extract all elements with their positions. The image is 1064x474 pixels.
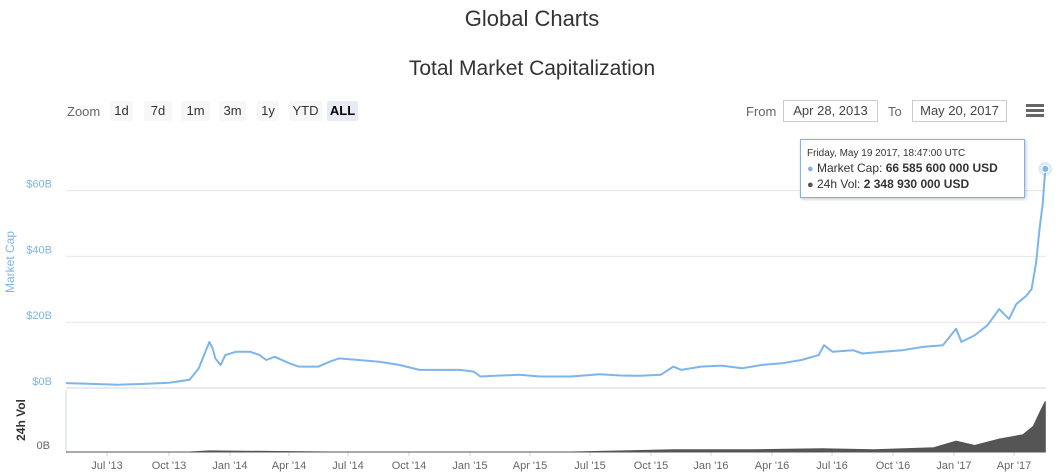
x-tick-label: Jan '15 (452, 460, 487, 472)
market-cap-series-line (65, 168, 1047, 386)
x-tick-label: Apr '15 (513, 460, 548, 472)
volume-series-area (66, 401, 1046, 453)
tooltip-date: Friday, May 19 2017, 18:47:00 UTC (807, 148, 966, 159)
x-tick-label: Jul '15 (574, 460, 605, 472)
x-tick-label: Oct '15 (634, 460, 669, 472)
zoom-button-ytd[interactable]: YTD (289, 101, 322, 121)
zoom-button-all[interactable]: ALL (327, 101, 358, 121)
x-tick-label: Apr '14 (272, 460, 307, 472)
y-axis-title: Market Cap (3, 231, 17, 293)
x-tick-label: Jul '14 (332, 460, 363, 472)
x-tick-label: Jul '13 (91, 460, 122, 472)
y-tick-label: $20B (26, 310, 52, 322)
y-tick-label: $0B (32, 376, 52, 388)
to-date-input[interactable]: May 20, 2017 (912, 100, 1007, 122)
market-cap-dot-icon: ● (807, 163, 814, 175)
x-tick-label: Apr '16 (755, 460, 790, 472)
zoom-button-3m[interactable]: 3m (219, 101, 246, 121)
data-tooltip: Friday, May 19 2017, 18:47:00 UTC ● Mark… (800, 139, 1025, 198)
from-label: From (746, 104, 777, 119)
zoom-button-1y[interactable]: 1y (257, 101, 279, 121)
volume-tick-label: 0B (37, 440, 50, 452)
hamburger-menu-icon[interactable] (1026, 104, 1044, 118)
tooltip-market-cap-value: 66 585 600 000 USD (885, 161, 998, 175)
y-tick-label: $40B (26, 244, 52, 256)
zoom-button-7d[interactable]: 7d (144, 101, 172, 121)
x-tick-label: Oct '13 (152, 460, 187, 472)
zoom-button-1m[interactable]: 1m (181, 101, 210, 121)
tooltip-volume-value: 2 348 930 000 USD (863, 177, 970, 191)
hover-point (1041, 164, 1050, 173)
tooltip-market-cap-label: Market Cap: (817, 161, 883, 175)
x-tick-label: Jul '16 (816, 460, 847, 472)
zoom-button-1d[interactable]: 1d (110, 101, 133, 121)
chart-title: Total Market Capitalization (408, 57, 656, 80)
x-tick-label: Apr '17 (997, 460, 1032, 472)
x-tick-label: Oct '14 (392, 460, 427, 472)
volume-axis-title: 24h Vol (14, 399, 28, 441)
page-title: Global Charts (464, 6, 600, 31)
volume-dot-icon: ● (807, 179, 814, 191)
x-tick-label: Oct '16 (876, 460, 911, 472)
tooltip-volume-label: 24h Vol: (817, 177, 861, 191)
y-tick-label: $60B (26, 179, 52, 191)
zoom-label: Zoom (67, 104, 101, 119)
from-date-input[interactable]: Apr 28, 2013 (783, 100, 878, 122)
to-label: To (888, 104, 902, 119)
x-tick-label: Jan '17 (936, 460, 971, 472)
x-tick-label: Jan '14 (212, 460, 247, 472)
x-tick-label: Jan '16 (693, 460, 728, 472)
